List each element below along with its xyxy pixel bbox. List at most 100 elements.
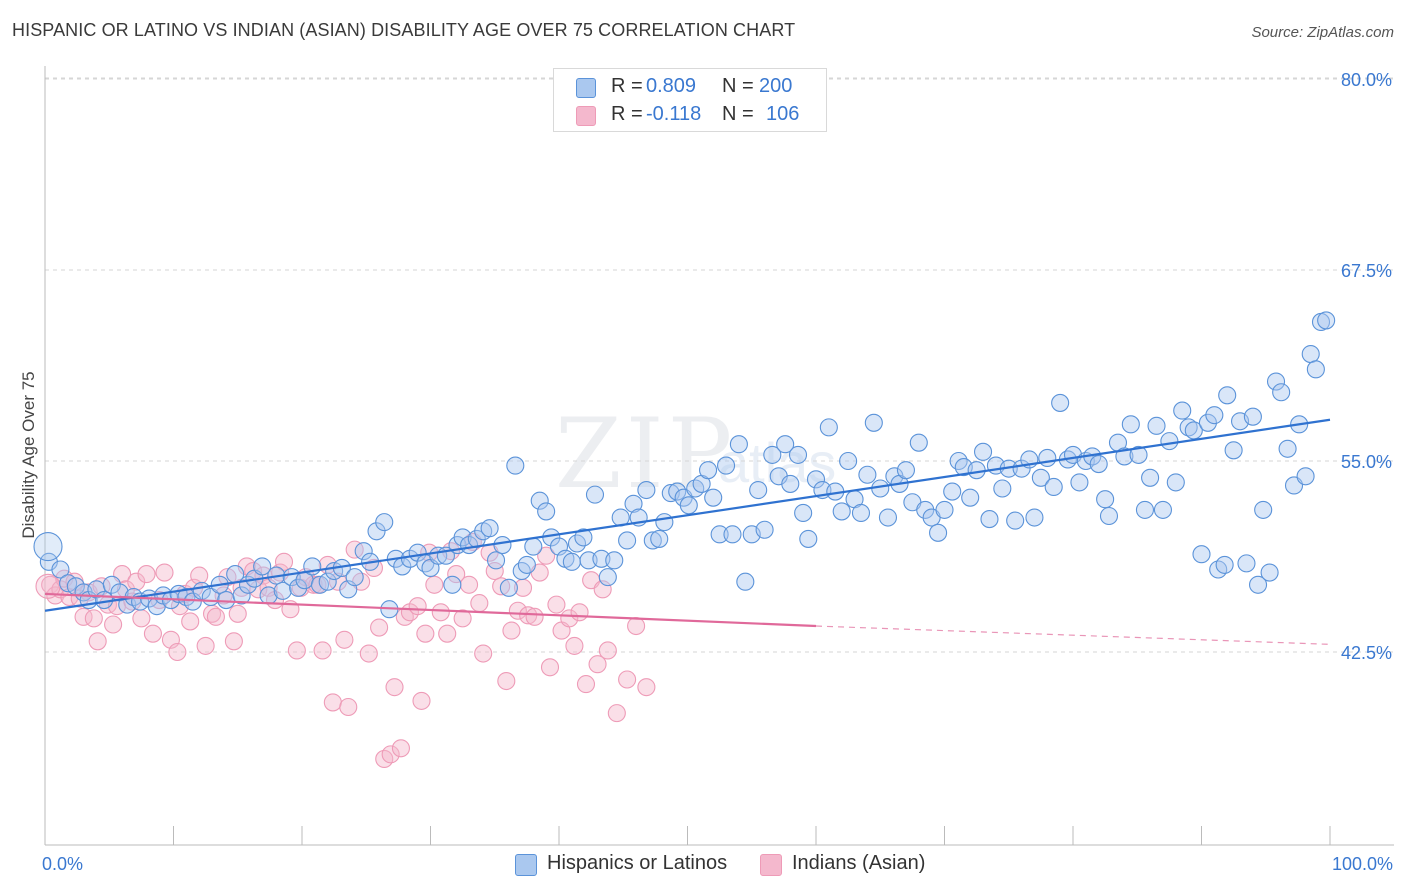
hispanics-swatch <box>576 78 596 98</box>
indians-point <box>588 655 607 674</box>
hispanics-point <box>1266 372 1286 391</box>
indians-point <box>540 658 560 677</box>
r-label: R = <box>611 75 643 97</box>
indians-point <box>598 641 617 660</box>
hispanics-point <box>1237 554 1256 573</box>
indians-legend-swatch <box>760 854 782 876</box>
indians-point <box>168 642 187 662</box>
hispanics-point <box>967 461 986 480</box>
x-tick-label: 0.0% <box>42 854 83 874</box>
hispanics-point <box>1306 360 1325 379</box>
indians-point <box>537 546 556 565</box>
hispanics-point <box>650 529 669 548</box>
x-tick-label: 100.0% <box>1332 854 1393 874</box>
indians-point <box>447 565 466 584</box>
indians-point <box>627 616 646 636</box>
tick-labels: 42.5% 55.0% 67.5% 80.0% 0.0% 100.0% Disability… <box>19 70 1393 874</box>
indians-point <box>359 644 378 663</box>
hispanics-point <box>486 551 506 570</box>
hispanics-point <box>524 537 543 556</box>
hispanics-point <box>1243 407 1262 426</box>
series-hispanics-latinos <box>33 311 1336 619</box>
trend-lines <box>44 418 1331 645</box>
indians-point <box>525 607 544 626</box>
hispanics-point <box>643 531 662 550</box>
hispanics-point <box>605 551 624 570</box>
indians-point <box>474 644 493 663</box>
legend-row-hispanics: R = 0.809 N = 200 <box>554 73 826 101</box>
hispanics-point <box>679 496 698 515</box>
hispanics-point <box>1044 477 1063 497</box>
hispanics-point <box>961 488 980 507</box>
hispanics-point <box>562 552 581 571</box>
hispanics-point <box>878 508 898 527</box>
hispanics-point <box>1099 506 1119 526</box>
indians-point <box>438 624 457 643</box>
hispanics-point <box>480 519 499 538</box>
indians-trend-extension <box>815 625 1331 645</box>
indians-point <box>370 618 389 637</box>
indians-point <box>132 609 151 628</box>
hispanics-point <box>1129 445 1148 464</box>
indians-point <box>88 632 107 651</box>
hispanics-point <box>1121 415 1140 434</box>
hispanics-point <box>1153 500 1172 519</box>
hispanics-point <box>699 461 718 480</box>
indians-point <box>190 566 209 585</box>
source-label: Source: ZipAtlas.com <box>1251 24 1394 41</box>
hispanics-point <box>530 491 549 510</box>
hispanics-point <box>1301 344 1320 364</box>
hispanics-point <box>1278 439 1297 458</box>
series-indians-asian <box>35 532 656 769</box>
indians-point <box>143 624 162 643</box>
indians-point <box>381 745 400 764</box>
hispanics-point <box>585 485 605 504</box>
axes <box>44 66 1394 846</box>
hispanics-point <box>506 456 525 475</box>
hispanics-point <box>574 528 593 547</box>
hispanics-trend-line <box>44 418 1331 612</box>
y-tick-label: 80.0% <box>1341 70 1392 90</box>
hispanics-point <box>749 480 768 500</box>
hispanics-point <box>935 500 954 519</box>
indians-point <box>607 704 626 723</box>
hispanics-point <box>851 503 871 523</box>
indians-point <box>181 612 200 631</box>
hispanics-point <box>637 480 656 500</box>
hispanics-point <box>102 575 121 594</box>
indians-point <box>335 630 354 649</box>
hispanics-point <box>375 513 394 532</box>
hispanics-point <box>723 525 742 544</box>
y-axis-title: Disability Age Over 75 <box>19 371 38 538</box>
hispanics-point <box>453 528 472 547</box>
indians-point <box>304 575 323 594</box>
indians-point <box>576 675 596 694</box>
hispanics-point <box>1198 413 1217 432</box>
y-tick-label: 42.5% <box>1341 643 1392 663</box>
indians-point <box>497 671 516 691</box>
hispanics-point <box>704 488 723 507</box>
hispanics-point <box>794 503 813 523</box>
indians-point <box>637 678 656 697</box>
hispanics-point <box>1135 500 1155 519</box>
indians-point <box>375 749 394 769</box>
indians-point <box>560 609 579 628</box>
hispanics-point <box>686 479 705 498</box>
indians-point <box>412 691 431 710</box>
hispanics-point <box>177 587 196 607</box>
indians-point <box>508 601 527 620</box>
hispanics-point <box>1051 393 1070 412</box>
hispanics-point <box>864 413 883 432</box>
hispanics-point <box>943 482 962 501</box>
indians-point <box>104 615 123 634</box>
indians-point <box>323 693 342 712</box>
hispanics-point <box>1272 383 1291 402</box>
indians-point <box>206 607 225 626</box>
indians-point <box>431 603 450 622</box>
hispanics-point <box>1031 468 1050 487</box>
hispanics-point <box>1205 406 1224 425</box>
indians-point <box>565 636 584 655</box>
hispanics-point <box>776 435 795 454</box>
hispanics-point <box>980 510 999 529</box>
